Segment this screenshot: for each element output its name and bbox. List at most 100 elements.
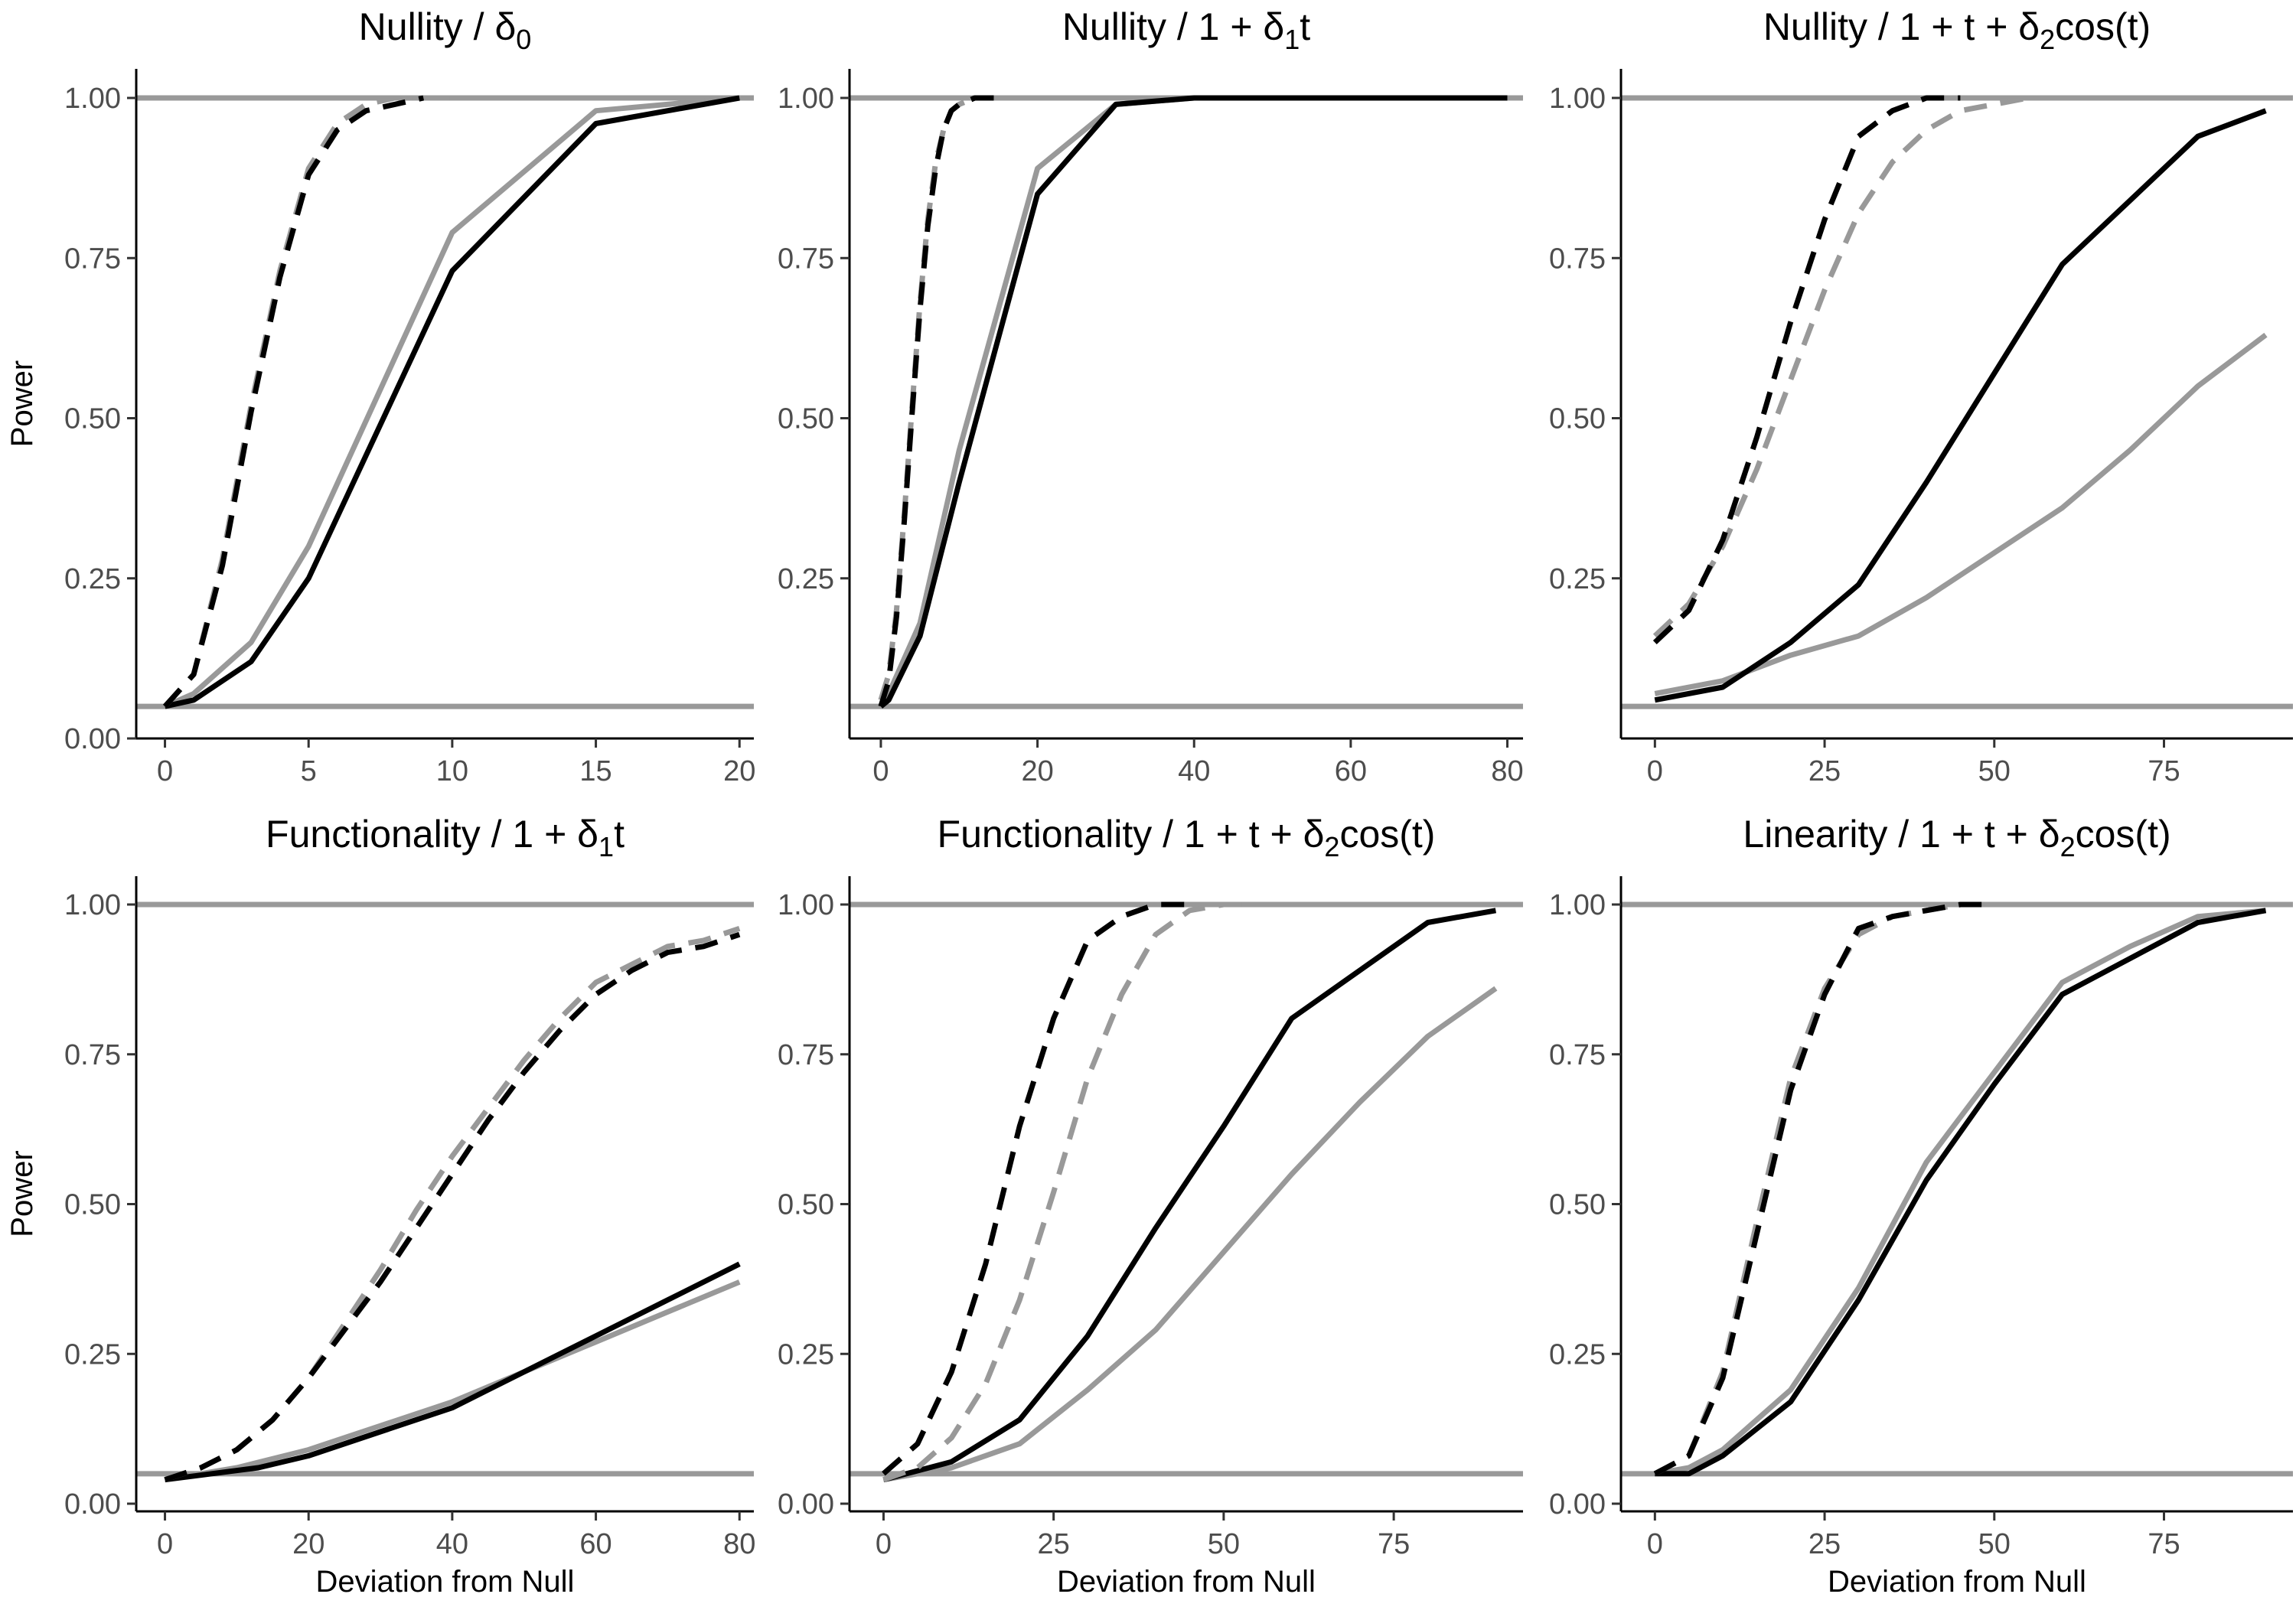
y-tick-label: 1.00 (64, 889, 121, 921)
x-tick-label: 80 (723, 1528, 755, 1560)
series-gray-dashed (882, 901, 1258, 1483)
y-tick-label: 1.00 (778, 889, 834, 921)
x-tick-label: 0 (872, 755, 889, 787)
title-subscript: 1 (598, 831, 614, 862)
title-segment: Linearity / 1 + t + δ (1743, 813, 2060, 856)
y-tick-label: 0.75 (64, 1039, 121, 1071)
x-tick-label: 5 (301, 755, 317, 787)
x-axis-label: Deviation from Null (316, 1565, 575, 1599)
series-gray-solid (1654, 332, 2268, 696)
series-black-dashed (882, 901, 1190, 1476)
chart-panel-2: Nullity / 1 + δ1t 0.25 0.50 0.75 1.00 0 20 40 60… (778, 5, 1524, 787)
series-black-solid (165, 1261, 741, 1483)
title-subscript: 1 (1284, 24, 1300, 55)
title-segment: cos(t) (2076, 813, 2171, 856)
x-tick-label: 20 (292, 1528, 325, 1560)
x-tick-label: 0 (157, 1528, 173, 1560)
title-segment: t (614, 813, 625, 856)
panel-title: Nullity / δ0 (359, 5, 532, 55)
y-tick-label: 0.00 (64, 723, 121, 755)
panel-title: Linearity / 1 + t + δ2cos(t) (1743, 813, 2170, 862)
y-tick-label: 1.00 (64, 83, 121, 115)
title-subscript: 2 (2040, 24, 2055, 55)
y-tick-label: 0.50 (64, 1189, 121, 1221)
title-segment: Nullity / 1 + δ (1062, 5, 1284, 48)
chart-panel-1: Nullity / δ00.000.250.500.751.000 5 10 15 20… (5, 5, 755, 787)
panel-title: Functionality / 1 + δ1t (266, 813, 625, 862)
y-tick-label: 0.50 (1549, 1189, 1606, 1221)
x-axis-label: Deviation from Null (1828, 1565, 2086, 1599)
panel-title: Functionality / 1 + t + δ2cos(t) (938, 813, 1436, 862)
chart-panel-5: Functionality / 1 + t + δ2cos(t) 0.00 0.25… (778, 813, 1523, 1599)
y-tick-label: 0.00 (778, 1488, 834, 1521)
y-tick-label: 0.00 (64, 1488, 121, 1521)
x-tick-label: 60 (1335, 755, 1367, 787)
y-tick-label: 0.50 (778, 403, 834, 435)
series-black-solid (1654, 108, 2267, 703)
y-tick-label: 0.50 (778, 1189, 834, 1221)
title-subscript: 2 (1324, 831, 1339, 862)
y-tick-label: 0.75 (778, 1039, 834, 1071)
chart-panel-3: Nullity / 1 + t + δ2cos(t) 0.25 0.50 0.75 1.… (1549, 5, 2293, 787)
x-tick-label: 25 (1808, 1528, 1841, 1560)
x-tick-label: 15 (579, 755, 612, 787)
title-segment: Nullity / 1 + t + δ (1763, 5, 2040, 48)
x-tick-label: 10 (436, 755, 468, 787)
title-segment: t (1300, 5, 1310, 48)
y-tick-label: 0.50 (1549, 403, 1606, 435)
series-gray-dashed (162, 95, 452, 709)
y-tick-label: 1.00 (1549, 889, 1606, 921)
series-black-solid (164, 95, 740, 709)
x-tick-label: 50 (1978, 755, 2011, 787)
series-black-solid (1655, 908, 2267, 1477)
title-segment: cos(t) (1339, 813, 1435, 856)
panel-title: Nullity / 1 + t + δ2cos(t) (1763, 5, 2151, 55)
y-tick-label: 0.75 (1549, 1039, 1606, 1071)
series-black-solid (882, 908, 1497, 1483)
chart-panel-4: Functionality / 1 + δ1t 0.00 0.25 0.50 0.75 1… (5, 813, 755, 1599)
y-tick-label: 0.25 (64, 1338, 121, 1371)
y-tick-label: 0.25 (1549, 563, 1606, 595)
y-tick-label: 1.00 (1549, 83, 1606, 115)
series-black-dashed (878, 95, 999, 708)
x-tick-label: 25 (1808, 755, 1841, 787)
series-black-dashed (1652, 95, 1961, 645)
series-gray-solid (164, 95, 740, 709)
x-tick-label: 0 (1647, 1528, 1663, 1560)
x-tick-label: 25 (1038, 1528, 1070, 1560)
y-tick-label: 0.25 (1549, 1338, 1606, 1371)
title-subscript: 0 (516, 24, 531, 55)
x-tick-label: 50 (1978, 1528, 2011, 1560)
y-tick-label: 0.00 (1549, 1488, 1606, 1521)
series-black-dashed (164, 931, 741, 1483)
x-axis-label: Deviation from Null (1057, 1565, 1316, 1599)
chart-panel-6: Linearity / 1 + t + δ2cos(t) 0.00 0.25 0.50… (1549, 813, 2293, 1599)
series-gray-dashed (164, 925, 741, 1483)
x-tick-label: 50 (1208, 1528, 1240, 1560)
x-tick-label: 75 (2148, 755, 2180, 787)
title-segment: Functionality / 1 + t + δ (938, 813, 1325, 856)
x-tick-label: 40 (1178, 755, 1210, 787)
y-tick-label: 0.25 (778, 1338, 834, 1371)
x-tick-label: 40 (436, 1528, 468, 1560)
title-segment: cos(t) (2055, 5, 2151, 48)
series-gray-solid (1654, 908, 2266, 1477)
y-tick-label: 0.25 (64, 563, 121, 595)
series-gray-solid (164, 1279, 741, 1483)
y-tick-label: 0.25 (778, 563, 834, 595)
title-segment: Functionality / 1 + δ (266, 813, 598, 856)
y-axis-label: Power (5, 360, 39, 447)
x-tick-label: 0 (1647, 755, 1663, 787)
series-gray-dashed (1652, 95, 2029, 638)
title-segment: Nullity / δ (359, 5, 517, 48)
series-black-solid (879, 95, 1508, 709)
y-tick-label: 0.75 (778, 243, 834, 275)
x-tick-label: 60 (579, 1528, 612, 1560)
x-tick-label: 75 (2148, 1528, 2180, 1560)
y-axis-label: Power (5, 1150, 39, 1237)
series-gray-solid (882, 986, 1498, 1483)
x-tick-label: 75 (1378, 1528, 1410, 1560)
y-tick-label: 1.00 (778, 83, 834, 115)
x-tick-label: 0 (876, 1528, 892, 1560)
